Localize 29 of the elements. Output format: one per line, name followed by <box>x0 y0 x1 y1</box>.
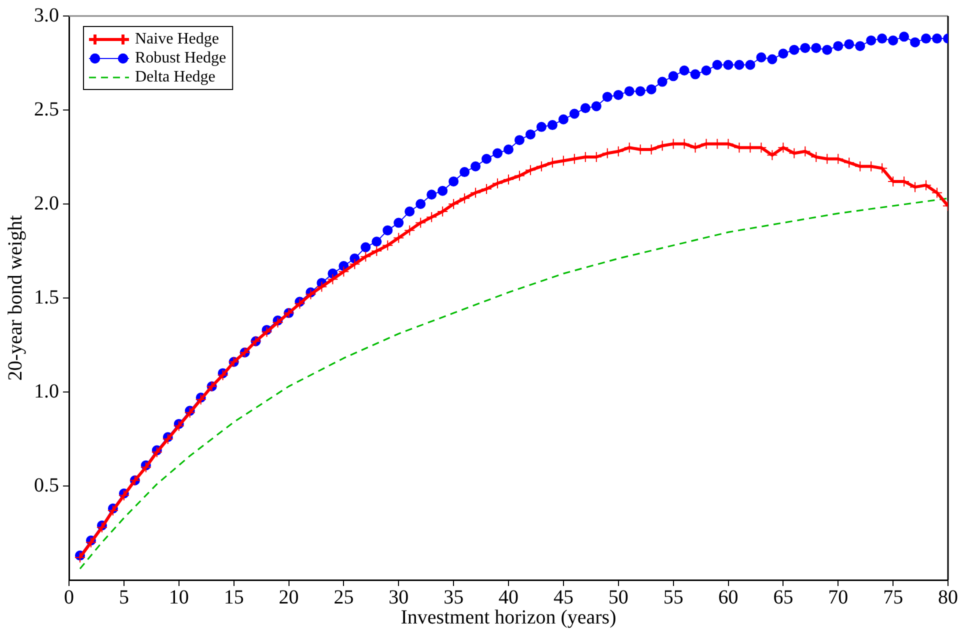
y-tick-label: 1.5 <box>34 286 59 308</box>
x-tick-label: 65 <box>773 586 794 608</box>
x-tick-label: 10 <box>168 586 189 608</box>
y-tick-label: 1.0 <box>34 380 59 402</box>
legend-label: Naive Hedge <box>135 30 219 48</box>
y-tick-label: 2.0 <box>34 192 59 214</box>
x-tick-label: 0 <box>64 586 74 608</box>
x-tick-label: 75 <box>883 586 904 608</box>
x-tick-label: 25 <box>334 586 354 608</box>
legend-label: Robust Hedge <box>135 50 226 67</box>
y-tick-label: 0.5 <box>34 474 59 496</box>
x-tick-label: 45 <box>553 586 574 608</box>
y-tick-label: 3.0 <box>34 4 59 26</box>
line-series <box>79 198 948 570</box>
x-tick-label: 15 <box>224 586 244 608</box>
x-tick-label: 55 <box>663 586 684 608</box>
y-axis-title: 20-year bond weight <box>4 214 26 381</box>
x-tick-label: 30 <box>388 586 409 608</box>
x-tick-label: 50 <box>608 586 628 608</box>
x-tick-label: 60 <box>718 586 738 608</box>
x-tick-label: 5 <box>118 586 129 608</box>
x-tick-label: 35 <box>444 586 464 608</box>
x-axis-title: Investment horizon (years) <box>400 606 616 628</box>
legend-label: Delta Hedge <box>135 68 216 86</box>
x-tick-label: 40 <box>498 586 518 608</box>
y-tick-label: 2.5 <box>34 98 59 120</box>
x-tick-label: 70 <box>828 586 848 608</box>
x-tick-label: 80 <box>938 586 958 608</box>
x-tick-label: 20 <box>278 586 299 608</box>
